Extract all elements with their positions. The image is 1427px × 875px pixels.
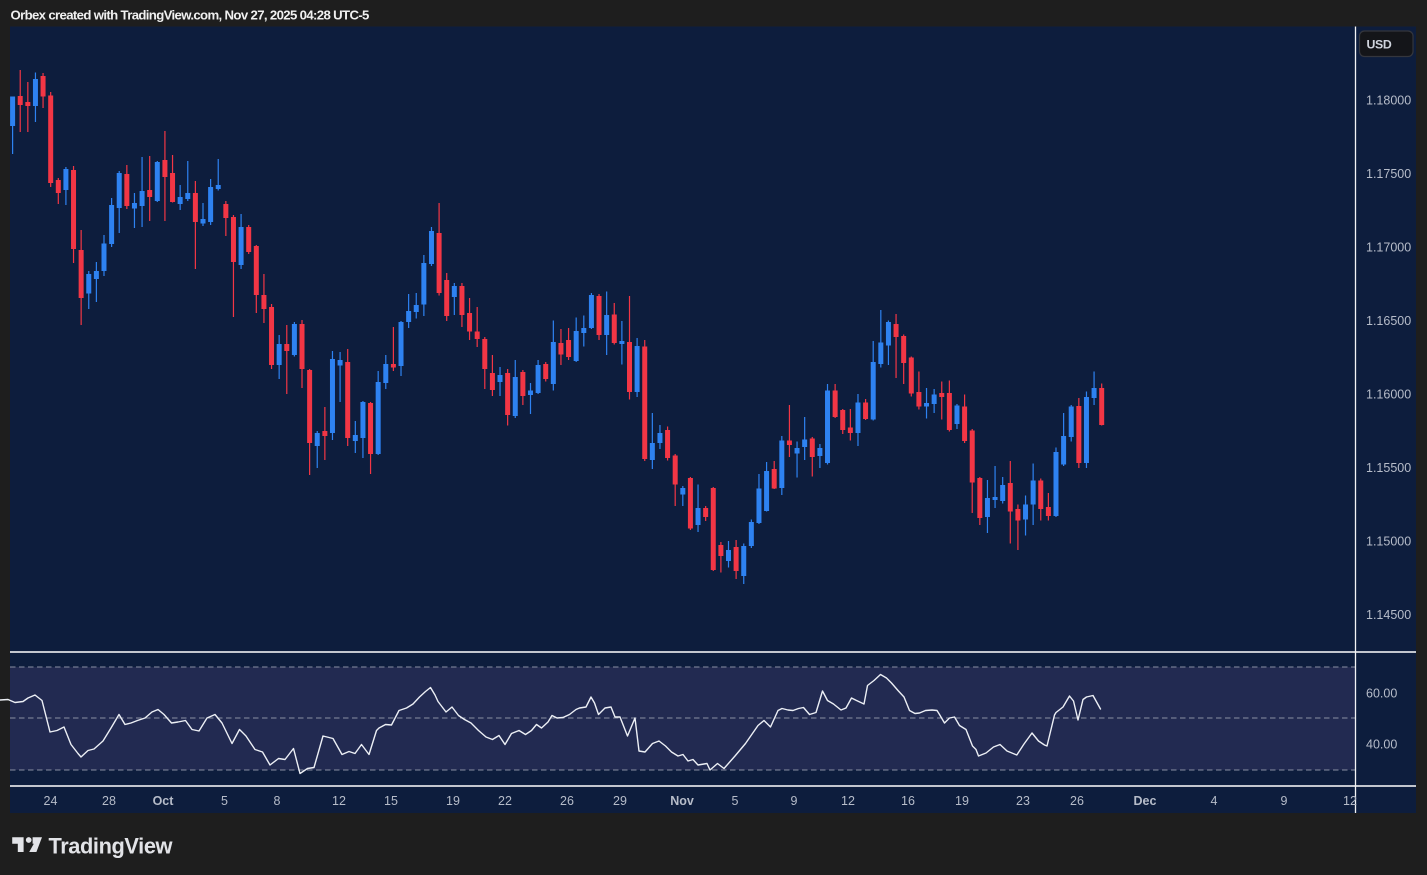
svg-text:1.14500: 1.14500 bbox=[1366, 608, 1411, 622]
svg-text:1.15500: 1.15500 bbox=[1366, 461, 1411, 475]
svg-text:1.17500: 1.17500 bbox=[1366, 167, 1411, 181]
svg-text:22: 22 bbox=[498, 794, 512, 808]
svg-text:40.00: 40.00 bbox=[1366, 738, 1397, 752]
svg-text:1.16000: 1.16000 bbox=[1366, 388, 1411, 402]
svg-text:USD: USD bbox=[1366, 38, 1391, 52]
svg-text:1.18000: 1.18000 bbox=[1366, 94, 1411, 108]
svg-text:60.00: 60.00 bbox=[1366, 687, 1397, 701]
svg-text:12: 12 bbox=[332, 794, 346, 808]
svg-text:24: 24 bbox=[44, 794, 58, 808]
svg-text:1.17000: 1.17000 bbox=[1366, 241, 1411, 255]
svg-text:28: 28 bbox=[102, 794, 116, 808]
svg-text:19: 19 bbox=[446, 794, 460, 808]
svg-text:5: 5 bbox=[221, 794, 228, 808]
svg-text:15: 15 bbox=[384, 794, 398, 808]
svg-text:29: 29 bbox=[613, 794, 627, 808]
svg-text:TradingView: TradingView bbox=[49, 834, 173, 859]
svg-text:Dec: Dec bbox=[1134, 794, 1157, 808]
svg-text:19: 19 bbox=[955, 794, 969, 808]
svg-text:4: 4 bbox=[1211, 794, 1218, 808]
svg-text:26: 26 bbox=[1070, 794, 1084, 808]
svg-text:23: 23 bbox=[1016, 794, 1030, 808]
svg-text:8: 8 bbox=[274, 794, 281, 808]
svg-text:9: 9 bbox=[1281, 794, 1288, 808]
svg-text:Orbex created with TradingView: Orbex created with TradingView.com, Nov … bbox=[11, 8, 370, 23]
svg-text:12: 12 bbox=[841, 794, 855, 808]
svg-text:26: 26 bbox=[560, 794, 574, 808]
svg-text:Oct: Oct bbox=[153, 794, 175, 808]
svg-text:1.16500: 1.16500 bbox=[1366, 314, 1411, 328]
svg-text:9: 9 bbox=[791, 794, 798, 808]
svg-text:Nov: Nov bbox=[670, 794, 694, 808]
svg-text:12: 12 bbox=[1343, 794, 1357, 808]
svg-text:16: 16 bbox=[901, 794, 915, 808]
svg-text:1.15000: 1.15000 bbox=[1366, 535, 1411, 549]
svg-text:5: 5 bbox=[732, 794, 739, 808]
